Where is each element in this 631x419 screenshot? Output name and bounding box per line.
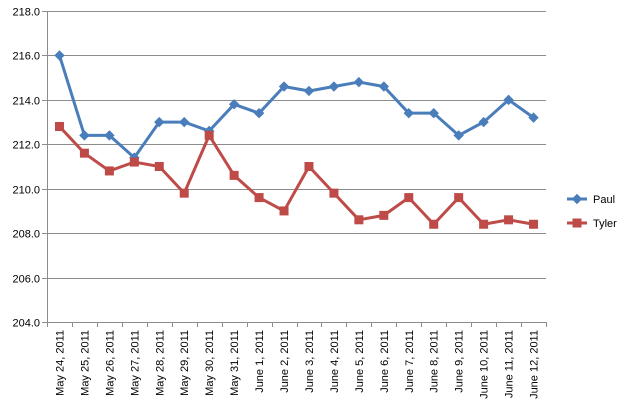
data-point <box>503 94 514 106</box>
data-point <box>54 122 64 132</box>
data-point <box>229 170 239 180</box>
series-tyler <box>54 122 539 229</box>
x-tick-label: June 1, 2011 <box>254 330 266 393</box>
x-tick-label: May 27, 2011 <box>129 330 141 396</box>
legend-item: Tyler <box>567 218 617 230</box>
y-tick-label: 208.0 <box>12 229 40 241</box>
y-tick-label: 206.0 <box>12 274 40 286</box>
series-line <box>58 125 534 226</box>
x-tick-label: June 5, 2011 <box>354 330 366 393</box>
data-point <box>79 130 90 141</box>
x-tick-label: June 2, 2011 <box>279 330 291 393</box>
data-point <box>479 219 489 229</box>
data-point <box>528 112 539 123</box>
y-tick-label: 214.0 <box>12 96 40 108</box>
x-tick-label: June 9, 2011 <box>454 330 466 393</box>
data-point <box>154 116 165 128</box>
gridlines <box>47 11 546 323</box>
x-tick-label: May 26, 2011 <box>104 330 116 396</box>
data-point <box>354 215 364 225</box>
legend-item: Paul <box>567 193 615 206</box>
data-point <box>228 99 240 110</box>
data-point <box>403 107 414 119</box>
data-point <box>204 130 214 140</box>
data-point <box>454 193 464 203</box>
data-point <box>529 219 539 229</box>
data-point <box>179 116 190 128</box>
series-paul <box>54 50 539 163</box>
y-tick-label: 204.0 <box>12 318 40 330</box>
data-point <box>254 193 264 203</box>
legend-label: Paul <box>593 194 615 206</box>
data-point <box>54 50 65 61</box>
y-tick-label: 212.0 <box>12 140 40 152</box>
y-axis-tick-labels: 204.0 206.0 208.0 210.0 212.0 214.0 216.0 218.0 <box>12 7 40 330</box>
data-point <box>328 81 340 92</box>
data-point <box>154 162 164 171</box>
data-point <box>404 193 414 203</box>
x-tick-label: May 30, 2011 <box>204 330 216 396</box>
x-tick-label: May 25, 2011 <box>79 330 91 396</box>
legend-label: Tyler <box>593 218 617 230</box>
data-point <box>104 130 115 141</box>
series-lines <box>54 50 539 229</box>
data-point <box>504 215 514 225</box>
data-point <box>279 206 289 216</box>
x-tick-label: June 7, 2011 <box>404 330 416 393</box>
x-tick-label: June 8, 2011 <box>429 330 441 393</box>
legend-marker <box>571 193 583 205</box>
data-point <box>278 81 290 92</box>
data-point <box>179 188 189 198</box>
data-point <box>478 116 489 128</box>
data-point <box>329 188 339 198</box>
y-tick-label: 216.0 <box>12 51 40 63</box>
x-tick-label: May 24, 2011 <box>54 330 66 396</box>
x-tick-label: June 11, 2011 <box>504 330 516 398</box>
data-point <box>379 210 389 220</box>
data-point <box>104 166 114 176</box>
axes <box>42 11 547 327</box>
y-tick-label: 210.0 <box>12 185 40 197</box>
x-tick-label: June 12, 2011 <box>529 330 541 399</box>
legend: Paul Tyler <box>567 193 617 230</box>
data-point <box>428 107 439 119</box>
x-tick-label: May 29, 2011 <box>179 330 191 396</box>
x-tick-label: June 4, 2011 <box>329 330 341 393</box>
data-point <box>429 219 439 229</box>
x-tick-label: May 31, 2011 <box>229 330 241 396</box>
data-point <box>378 81 390 92</box>
x-tick-label: June 3, 2011 <box>304 330 316 393</box>
series-line <box>58 54 535 160</box>
x-axis-tick-labels: May 24, 2011 May 25, 2011 May 26, 2011 May … <box>54 330 540 399</box>
x-tick-label: June 10, 2011 <box>479 330 491 399</box>
data-point <box>303 85 315 97</box>
x-tick-label: June 6, 2011 <box>379 330 391 393</box>
data-point <box>353 76 365 88</box>
legend-marker <box>572 218 582 228</box>
x-tick-label: May 28, 2011 <box>154 330 166 396</box>
data-point <box>453 130 464 141</box>
data-point <box>304 162 314 171</box>
data-point <box>253 107 265 119</box>
data-point <box>129 157 139 167</box>
data-point <box>79 148 89 158</box>
y-tick-label: 218.0 <box>12 7 40 19</box>
